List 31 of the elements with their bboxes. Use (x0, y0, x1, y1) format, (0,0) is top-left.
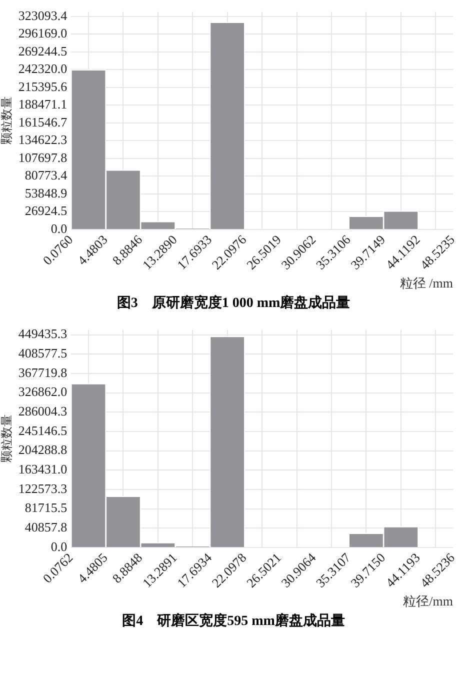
y-tick-label: 107697.8 (18, 150, 68, 165)
y-tick-label: 26924.5 (24, 203, 68, 218)
y-tick-label: 134622.3 (18, 132, 68, 148)
y-tick-label: 326862.0 (18, 384, 68, 400)
y-axis-title: 颗粒数量 (0, 414, 14, 463)
text: 图3 原研磨宽度1 000 mm磨盘成品量 (116, 294, 352, 312)
y-tick-label: 269244.5 (18, 43, 68, 58)
y-tick-label: 53848.9 (24, 185, 68, 200)
y-tick-label: 0.0 (50, 538, 68, 554)
y-tick-label: 286004.3 (18, 404, 68, 419)
y-tick-label: 81715.5 (24, 500, 68, 516)
y-tick-label: 40857.8 (24, 520, 68, 535)
text: 图4 研磨区宽度595 mm磨盘成品量 (121, 612, 346, 630)
x-axis-title: 粒径 /mm (400, 276, 453, 291)
y-tick-label: 367719.8 (18, 364, 68, 380)
x-axis-title: 粒径/mm (403, 594, 453, 609)
y-tick-label: 215395.6 (18, 78, 68, 94)
y-tick-label: 408577.5 (18, 346, 68, 361)
y-tick-label: 80773.4 (24, 168, 68, 183)
y-tick-label: 296169.0 (18, 26, 68, 41)
y-tick-label: 161546.7 (18, 114, 68, 130)
y-tick-label: 188471.1 (18, 96, 68, 112)
y-tick-label: 122573.3 (18, 480, 68, 496)
y-tick-label: 0.0 (50, 220, 68, 236)
y-tick-label: 449435.3 (18, 326, 68, 342)
y-tick-label: 245146.5 (18, 422, 68, 438)
y-tick-label: 242320.0 (18, 61, 68, 76)
y-tick-label: 323093.4 (18, 8, 68, 23)
y-tick-label: 163431.0 (18, 462, 68, 477)
y-tick-label: 204288.8 (18, 442, 68, 458)
y-axis-title: 颗粒数量 (0, 96, 14, 145)
